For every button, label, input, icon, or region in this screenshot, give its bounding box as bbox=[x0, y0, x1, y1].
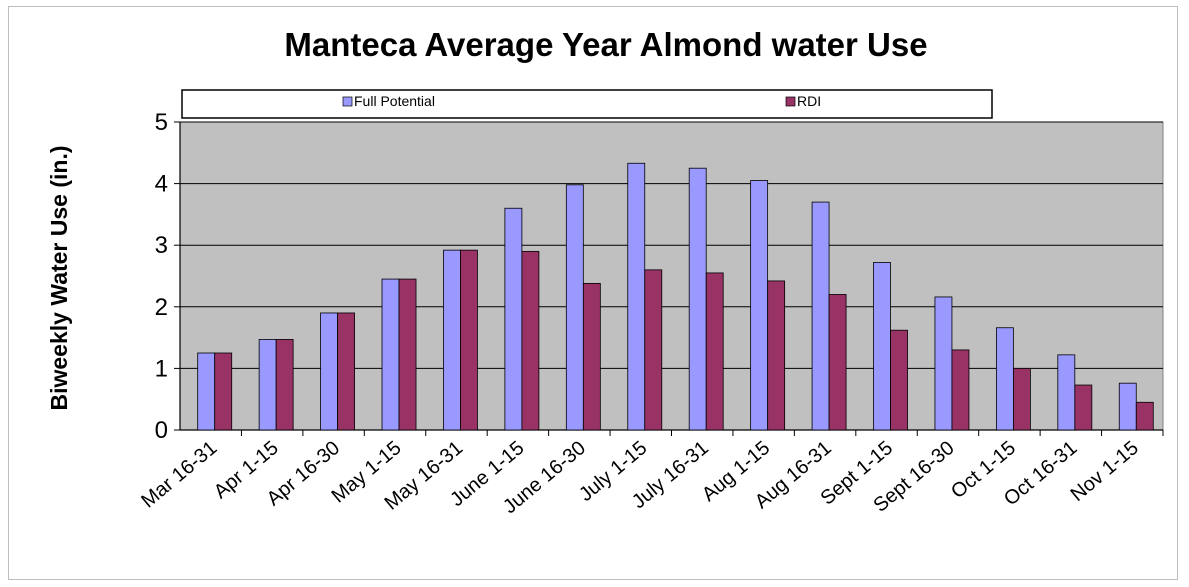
bar-full-potential bbox=[258, 339, 277, 431]
bar-full-potential bbox=[627, 162, 646, 431]
bar-full-potential bbox=[934, 296, 953, 431]
legend-label-rdi: RDI bbox=[797, 93, 821, 109]
bar-full-potential bbox=[995, 327, 1014, 431]
legend-box bbox=[181, 89, 993, 119]
y-tick-label: 3 bbox=[155, 232, 168, 259]
bar-full-potential bbox=[750, 180, 769, 431]
bar-rdi bbox=[521, 250, 540, 431]
bar-full-potential bbox=[504, 207, 523, 431]
y-tick-label: 4 bbox=[155, 171, 168, 198]
legend: Full Potential RDI bbox=[181, 89, 993, 119]
bar-rdi bbox=[828, 294, 847, 431]
bar-rdi bbox=[275, 339, 294, 431]
x-tick-label: Mar 16-31 bbox=[137, 437, 221, 512]
chart-title: Manteca Average Year Almond water Use bbox=[284, 26, 927, 63]
y-tick-label: 1 bbox=[155, 355, 168, 382]
bar-full-potential bbox=[565, 184, 584, 431]
bar-rdi bbox=[1074, 384, 1093, 431]
y-axis-label: Biweekly Water Use (in.) bbox=[46, 145, 72, 410]
legend-swatch-rdi bbox=[785, 96, 796, 107]
bar-rdi bbox=[1012, 367, 1031, 431]
y-tick-label: 0 bbox=[155, 417, 168, 444]
bar-rdi bbox=[398, 278, 417, 431]
bar-rdi bbox=[337, 312, 355, 431]
bar-full-potential bbox=[1118, 382, 1137, 431]
bar-rdi bbox=[890, 329, 908, 431]
bar-rdi bbox=[460, 249, 478, 431]
bar-full-potential bbox=[197, 352, 216, 431]
y-tick-label: 2 bbox=[155, 294, 168, 321]
bar-full-potential bbox=[811, 201, 830, 431]
y-tick-label: 5 bbox=[155, 109, 168, 136]
x-tick-label: Nov 1-15 bbox=[1067, 437, 1143, 506]
bar-rdi bbox=[214, 352, 233, 431]
legend-swatch-full-potential bbox=[342, 96, 353, 107]
bar-rdi bbox=[582, 282, 601, 431]
bar-full-potential bbox=[443, 249, 461, 431]
bar-full-potential bbox=[320, 312, 338, 431]
bar-rdi bbox=[705, 272, 724, 431]
bar-full-potential bbox=[688, 167, 707, 431]
legend-label-full-potential: Full Potential bbox=[354, 93, 435, 109]
bar-full-potential bbox=[873, 262, 891, 431]
bar-full-potential bbox=[1057, 354, 1076, 431]
bar-rdi bbox=[644, 269, 663, 431]
bar-rdi bbox=[767, 280, 786, 431]
bar-full-potential bbox=[381, 278, 400, 431]
bar-rdi bbox=[1135, 401, 1154, 431]
bar-rdi bbox=[951, 349, 970, 431]
